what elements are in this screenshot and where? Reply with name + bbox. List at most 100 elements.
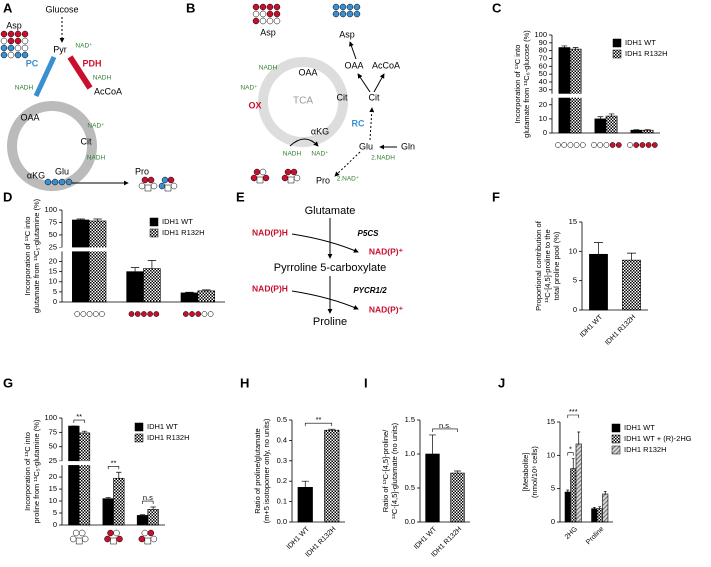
y-tick-label: 5 [53,287,57,296]
y-tick-label: 100 [534,30,547,39]
y-tick-label: 50 [49,442,57,451]
diagram-label: NAD(P)H [252,227,288,237]
axis [61,418,165,526]
isotope-circle [72,529,80,537]
y-tick-label: 0.5 [277,415,287,424]
bar [591,508,598,523]
diagram-label: Cit [81,136,92,146]
diagram-label: NAD⁺ [240,85,258,92]
diagram-label: NAD(P)⁺ [369,246,404,256]
isotope-circle [7,30,15,38]
error-bar [147,260,157,269]
y-axis-label: ¹³C-[4,5]-proline to the [543,229,552,302]
y-tick-label: 0.5 [405,483,415,492]
significance-label: n.s. [439,421,451,430]
y-tick-label: 0 [53,520,57,529]
panel-e-shapes [291,218,359,314]
isotope-circle [259,10,267,18]
isotope-circle [603,142,610,148]
isotope-circle [645,142,652,148]
isotope-circle [51,178,59,186]
y-tick-label: 0 [573,305,577,314]
y-axis-label: ¹³C-[4,5]-glutamate (no units) [390,422,399,519]
diagram-label: Asp [339,29,355,39]
bar [575,443,582,523]
isotope-circle [153,311,160,317]
isotope-circle [150,182,158,190]
isotope-circle [346,10,354,18]
bar [180,292,199,303]
error-bar [81,430,88,433]
legend-swatch [612,49,622,59]
isotope-circle [273,3,281,11]
isotope-circle [74,311,81,317]
error-bar [608,113,615,117]
diagram-label: OAA [344,60,363,70]
y-tick-label: 30 [539,85,547,94]
bar [78,432,91,526]
isotope-circle [346,3,354,11]
legend-swatch [149,217,159,227]
y-tick-label: 0.4 [277,435,287,444]
significance-label: ** [316,415,322,424]
diagram-label: Glutamate [305,205,356,217]
bar [558,47,571,134]
diagram-label: AcCoA [372,60,400,70]
isotope-circle [207,311,214,317]
error-bar [429,434,436,454]
diagram-label: RC [352,118,365,128]
y-tick-label: 40 [539,77,547,86]
diagram-label: NADH [15,85,34,92]
nitrogen-box [110,537,117,545]
isotope-circle [86,311,93,317]
isotope-circle [0,30,8,38]
isotope-circle [332,3,340,11]
significance-bracket [567,452,574,456]
error-bar [76,218,85,220]
error-bar [139,514,146,516]
isotope-circle [609,142,616,148]
error-bar [116,471,122,479]
legend-label: IDH1 R132H [624,445,667,454]
isotope-circle [0,37,8,45]
isotope-circle [21,30,29,38]
error-bar [566,489,570,492]
bar [596,508,603,523]
significance-bracket [567,414,580,418]
diagram-label: αKG [311,126,329,136]
y-tick-label: 10 [547,450,555,459]
legend-swatch [134,433,144,443]
bar [605,115,618,134]
bar [88,220,107,303]
diagram-label: NAD(P)H [252,283,288,293]
isotope-circle [147,311,153,317]
isotope-circle [81,535,89,543]
x-tick-label: IDH1 WT [579,313,605,339]
isotope-circle [266,10,274,18]
diagram-label: NAD⁺ [87,123,105,130]
isotope-circle [161,176,169,184]
y-tick-label: 0.0 [405,517,415,526]
bar [622,259,641,311]
diagram-label: P5CS [358,229,380,238]
bar [602,493,609,523]
isotope-circle [14,51,22,59]
isotope-circle [195,311,202,317]
bar [641,129,654,134]
error-bar [130,267,140,272]
significance-bracket [142,500,154,505]
y-tick-label: 100 [44,413,57,422]
isotope-circle [259,3,267,11]
y-axis-label: glutamate from ¹³C₅-glutamine (%) [32,198,41,313]
nitrogen-box [287,176,295,184]
legend-swatch [611,445,621,455]
x-tick-label: Proline [585,526,605,546]
error-bar [561,45,568,48]
bar [68,425,80,526]
nitrogen-box [144,184,152,192]
diagram-label: 2.NADH [371,155,395,162]
isotope-circle [633,142,640,148]
isotope-circle [273,17,281,25]
legend-swatch [612,38,622,48]
isotope-circle [78,529,86,537]
